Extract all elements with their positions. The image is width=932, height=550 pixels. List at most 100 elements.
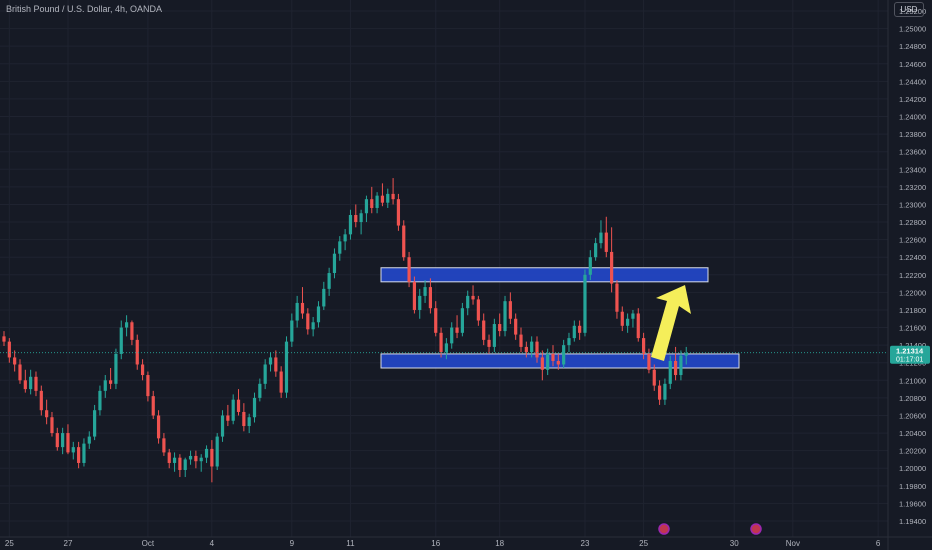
candle-body (215, 436, 219, 467)
candle-body (263, 364, 267, 384)
candle-body (519, 334, 523, 347)
candle-body (188, 455, 193, 460)
time-tick-label: 4 (210, 539, 215, 548)
price-tick-label: 1.22800 (899, 218, 926, 227)
candle-body (226, 415, 230, 421)
candle-body (194, 455, 198, 462)
candle-body (306, 313, 310, 330)
price-tick-label: 1.19400 (899, 517, 926, 526)
candle-body (258, 383, 262, 398)
candle-body (204, 448, 209, 458)
currency-button[interactable]: USD (894, 2, 924, 17)
price-tick-label: 1.22200 (899, 271, 926, 280)
candle-body (684, 353, 688, 356)
candle-body (599, 232, 603, 244)
candle-body (332, 253, 337, 274)
price-tick-label: 1.23400 (899, 165, 926, 174)
candle-body (343, 234, 347, 242)
economic-event-icon[interactable] (658, 523, 670, 535)
candle-body (364, 199, 369, 214)
candle-body (631, 313, 635, 319)
symbol-title: British Pound / U.S. Dollar, 4h, OANDA (6, 4, 163, 14)
candle-body (311, 322, 315, 330)
candle-body (503, 301, 507, 332)
candle-body (455, 327, 459, 333)
time-tick-label: 11 (346, 539, 355, 548)
candle-body (380, 195, 385, 203)
candle-body (183, 459, 187, 470)
candle-body (567, 338, 571, 346)
candle-body (151, 396, 155, 416)
candle-body (657, 385, 662, 400)
candle-body (61, 433, 65, 448)
candle-body (423, 287, 427, 296)
candle-body (498, 324, 502, 332)
price-tick-label: 1.24000 (899, 113, 926, 122)
candle-body (172, 457, 177, 463)
candle-body (370, 199, 374, 208)
candle-body (71, 447, 75, 453)
price-tick-label: 1.24600 (899, 60, 926, 69)
candle-body (673, 360, 678, 376)
price-tick-label: 1.21800 (899, 306, 926, 315)
economic-event-icon[interactable] (750, 523, 762, 535)
candle-body (220, 415, 225, 437)
candle-body (156, 415, 161, 439)
candle-body (514, 318, 518, 335)
candle-body (620, 311, 624, 326)
candle-body (66, 433, 70, 453)
candle-body (375, 195, 379, 208)
price-tick-label: 1.19600 (899, 499, 926, 508)
candle-body (551, 353, 555, 361)
price-tick-label: 1.21000 (899, 376, 926, 385)
candle-body (524, 346, 528, 353)
candle-body (402, 225, 406, 258)
support-zone[interactable] (380, 353, 740, 369)
candle-body (583, 274, 587, 333)
candle-body (13, 357, 17, 365)
time-tick-label: 27 (64, 539, 73, 548)
candle-body (460, 308, 464, 333)
time-tick-label: 6 (876, 539, 881, 548)
price-tick-label: 1.20000 (899, 464, 926, 473)
current-price-tag (890, 345, 930, 364)
candle-body (290, 320, 294, 342)
candle-body (626, 318, 630, 326)
candle-body (34, 376, 38, 391)
candle-body (604, 232, 608, 252)
candle-body (668, 360, 672, 384)
candle-body (98, 390, 102, 411)
price-tick-label: 1.23200 (899, 183, 926, 192)
candle-body (50, 417, 54, 434)
price-tick-label: 1.20600 (899, 411, 926, 420)
time-tick-label: Nov (786, 539, 800, 548)
candle-body (444, 343, 448, 353)
price-tick-label: 1.21400 (899, 341, 926, 350)
candle-body (359, 213, 363, 223)
candle-body (407, 257, 411, 282)
candle-body (146, 375, 150, 397)
yellow-arrow-annotation[interactable] (651, 285, 691, 361)
price-tick-label: 1.19800 (899, 482, 926, 491)
time-tick-label: Oct (142, 539, 155, 548)
candle-body (114, 353, 118, 384)
candle-body (199, 457, 203, 462)
candle-body (268, 357, 273, 365)
candle-body (642, 338, 646, 354)
candle-body (679, 355, 683, 376)
price-tick-label: 1.20400 (899, 429, 926, 438)
candle-body (124, 322, 129, 328)
candle-body (77, 447, 81, 463)
candle-body (588, 257, 592, 275)
candle-body (210, 448, 214, 467)
candle-body (594, 243, 598, 258)
candle-body (18, 364, 22, 381)
candle-body (418, 295, 422, 310)
resistance-zone[interactable] (380, 267, 709, 283)
price-tick-label: 1.23800 (899, 130, 926, 139)
candle-body (652, 369, 656, 386)
candle-body (316, 306, 321, 323)
candle-body (247, 417, 251, 427)
price-tick-label: 1.20200 (899, 447, 926, 456)
